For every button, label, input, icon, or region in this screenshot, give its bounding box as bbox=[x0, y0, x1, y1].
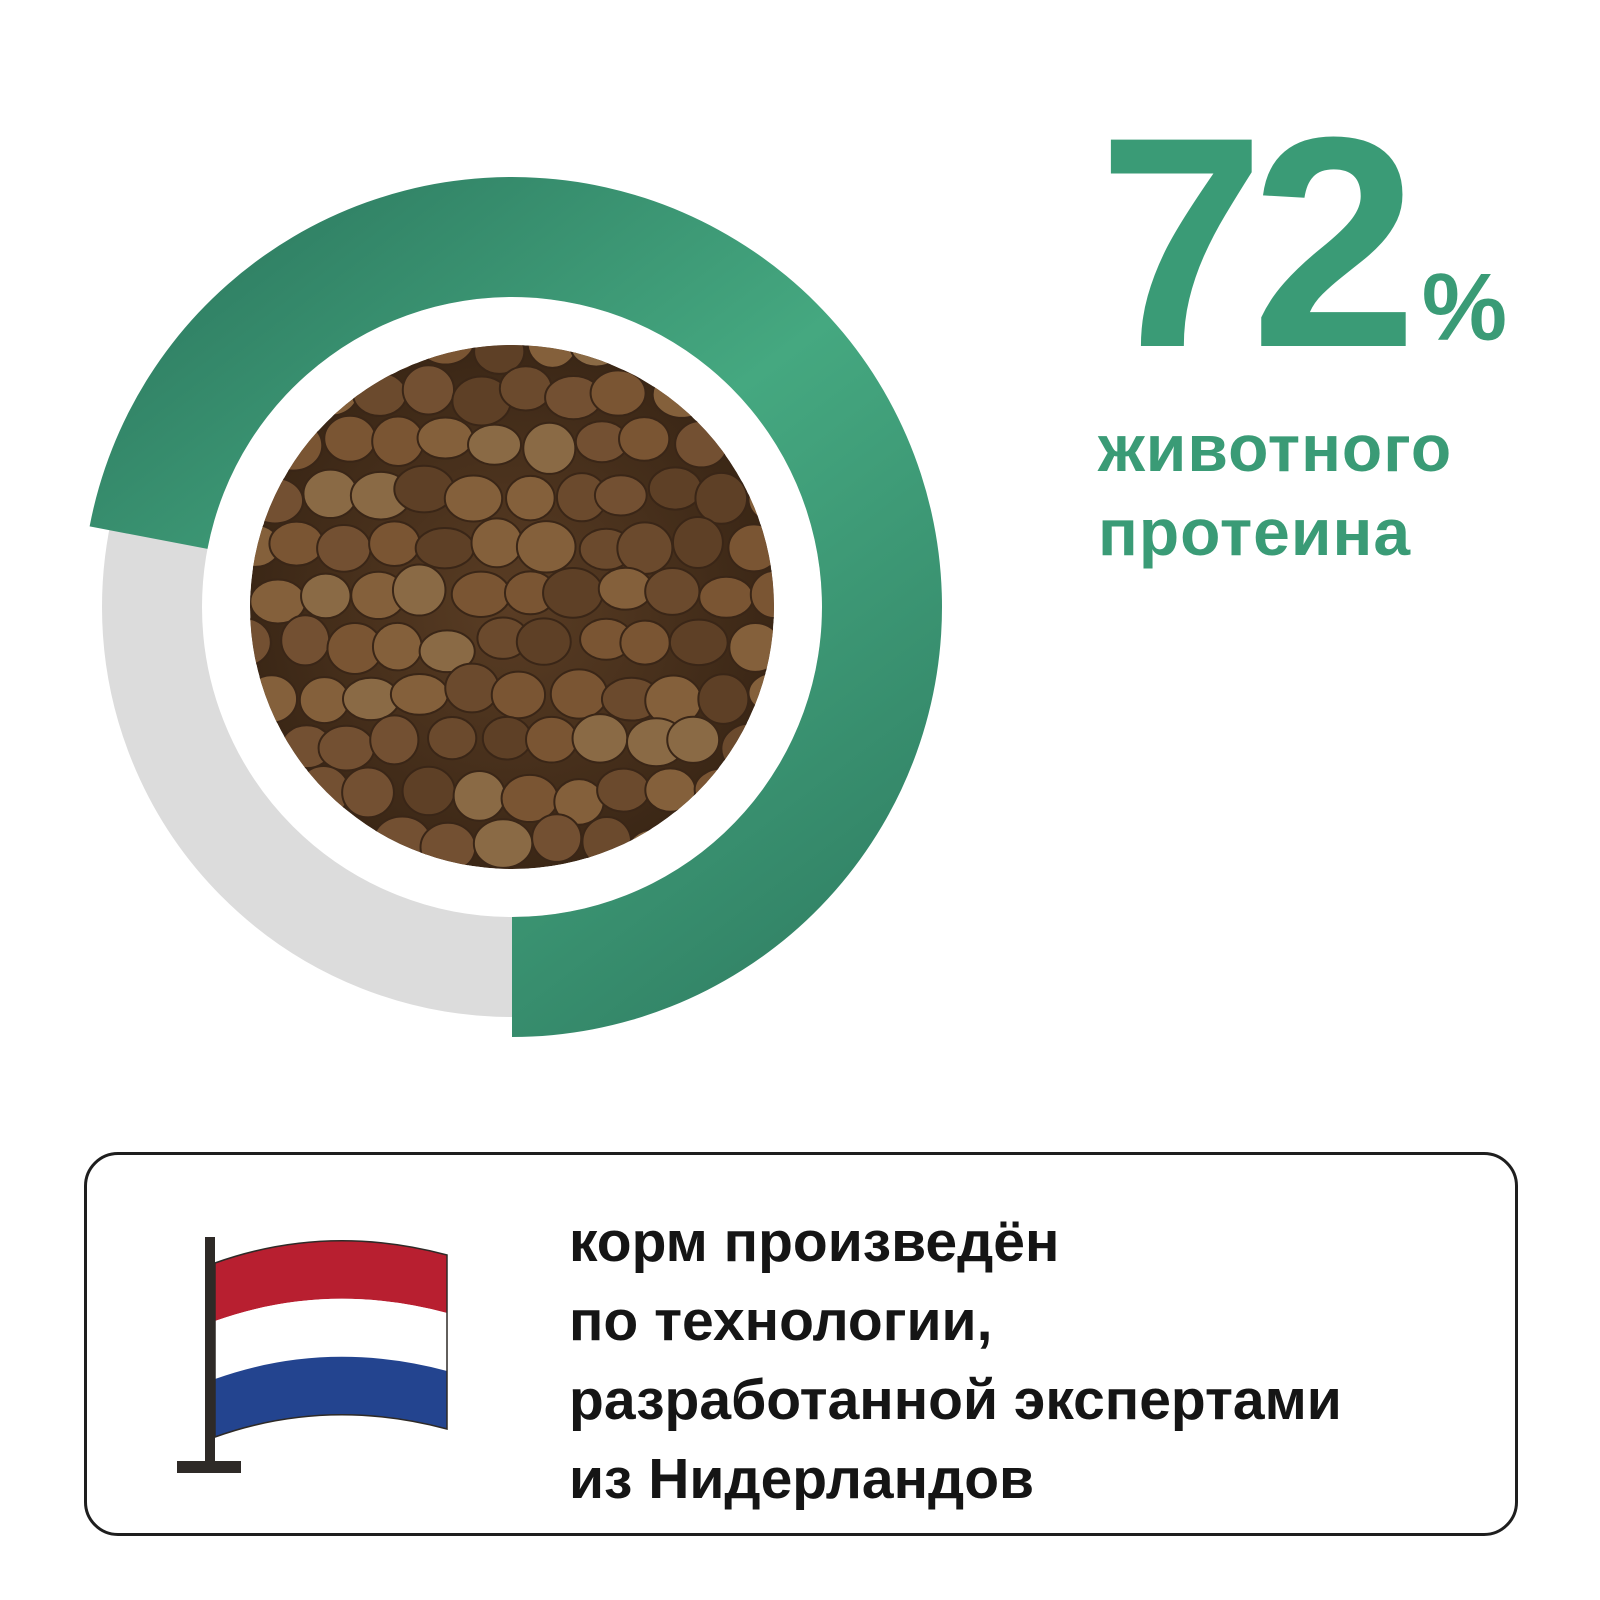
kibble-piece bbox=[452, 770, 507, 822]
kibble-piece bbox=[694, 471, 749, 525]
stat-value: 72 bbox=[1098, 74, 1418, 410]
kibble-piece bbox=[698, 575, 755, 619]
protein-stat: 72 % животного протеина bbox=[1098, 92, 1507, 574]
kibble-piece bbox=[303, 368, 360, 417]
kibble-piece bbox=[371, 415, 425, 467]
kibble-piece bbox=[618, 416, 671, 462]
kibble-piece bbox=[498, 365, 553, 412]
kibble-piece bbox=[414, 345, 477, 366]
kibble-piece bbox=[316, 524, 372, 573]
kibble-piece bbox=[651, 369, 713, 419]
kibble-piece bbox=[298, 676, 351, 725]
kibble-piece bbox=[391, 563, 447, 617]
kibble-piece bbox=[401, 364, 456, 416]
percent-sign: % bbox=[1421, 254, 1508, 361]
kibble-piece bbox=[368, 520, 421, 568]
kibble-piece bbox=[720, 722, 774, 776]
origin-text-line: по технологии, bbox=[569, 1289, 993, 1353]
kibble-piece bbox=[389, 672, 449, 716]
kibble-piece bbox=[749, 569, 774, 620]
kibble-piece bbox=[341, 766, 395, 819]
kibble-piece bbox=[250, 617, 272, 668]
kibble-piece bbox=[481, 715, 533, 761]
protein-donut-chart bbox=[89, 177, 943, 1038]
kibble-piece bbox=[418, 629, 476, 674]
kibble-piece bbox=[443, 474, 504, 523]
kibble-piece bbox=[581, 815, 633, 868]
kibble-piece bbox=[444, 662, 500, 714]
kibble-piece bbox=[370, 345, 423, 372]
kibble-piece bbox=[597, 566, 654, 611]
kibble-piece bbox=[542, 566, 604, 619]
kibble-piece bbox=[416, 416, 475, 460]
origin-text-line: корм произведён bbox=[569, 1210, 1060, 1274]
kibble-piece bbox=[470, 517, 524, 569]
kibble-piece bbox=[268, 520, 325, 567]
kibble-piece bbox=[515, 520, 577, 574]
kibble-piece bbox=[419, 821, 477, 869]
origin-info-card: корм произведён по технологии, разработа… bbox=[84, 1152, 1518, 1536]
kibble-photo bbox=[250, 345, 774, 869]
kibble-piece bbox=[674, 419, 729, 469]
kibble-piece bbox=[747, 476, 774, 523]
kibble-piece bbox=[317, 724, 376, 772]
kibble-piece bbox=[697, 673, 750, 725]
kibble-piece bbox=[505, 474, 556, 522]
stat-number: 72 % bbox=[1098, 92, 1507, 392]
kibble-piece bbox=[569, 345, 624, 368]
kibble-piece bbox=[526, 345, 579, 369]
kibble-piece bbox=[666, 715, 721, 764]
stat-caption: животного протеина bbox=[1098, 406, 1507, 574]
kibble-piece bbox=[644, 767, 697, 813]
kibble-piece bbox=[522, 421, 577, 475]
stat-caption-line-1: животного bbox=[1098, 411, 1453, 485]
kibble-piece bbox=[596, 767, 651, 813]
kibble-piece bbox=[450, 570, 512, 618]
kibble-piece bbox=[401, 765, 456, 817]
kibble-piece bbox=[263, 419, 324, 472]
kibble-piece bbox=[571, 713, 629, 764]
kibble-piece bbox=[300, 572, 352, 620]
stat-caption-line-2: протеина bbox=[1098, 495, 1412, 569]
netherlands-flag-icon bbox=[177, 1237, 448, 1473]
kibble-piece bbox=[693, 767, 752, 812]
kibble-piece bbox=[490, 670, 547, 720]
kibble-piece bbox=[671, 515, 724, 570]
donut-svg bbox=[89, 177, 943, 1038]
kibble-piece bbox=[626, 828, 678, 869]
kibble-piece bbox=[427, 716, 478, 761]
kibble-piece bbox=[549, 668, 609, 720]
kibble-piece bbox=[472, 818, 534, 869]
origin-text-line: разработанной экспертами bbox=[569, 1368, 1342, 1432]
kibble-piece bbox=[616, 521, 674, 575]
kibble-piece bbox=[589, 369, 647, 417]
kibble-piece bbox=[515, 617, 572, 666]
kibble-piece bbox=[668, 618, 729, 667]
kibble-piece bbox=[302, 468, 359, 520]
kibble-piece bbox=[352, 371, 408, 417]
kibble-piece bbox=[371, 621, 423, 672]
kibble-piece bbox=[644, 566, 701, 616]
kibble-piece bbox=[531, 813, 583, 863]
origin-text: корм произведён по технологии, разработа… bbox=[569, 1203, 1342, 1519]
kibble-piece bbox=[280, 614, 331, 667]
kibble-piece bbox=[619, 619, 671, 666]
kibble-piece bbox=[525, 715, 579, 764]
kibble-piece bbox=[728, 621, 774, 673]
kibble-piece bbox=[647, 466, 703, 511]
kibble-piece bbox=[250, 476, 305, 525]
kibble-piece bbox=[323, 414, 377, 463]
kibble-piece bbox=[467, 423, 523, 466]
kibble-piece bbox=[593, 474, 648, 517]
kibble-piece bbox=[473, 345, 526, 375]
kibble-piece bbox=[414, 527, 475, 570]
kibble-piece bbox=[250, 674, 299, 724]
origin-text-line: из Нидерландов bbox=[569, 1447, 1035, 1511]
kibble-piece bbox=[369, 714, 420, 766]
kibble-piece bbox=[727, 523, 774, 573]
kibble-piece bbox=[747, 671, 774, 715]
